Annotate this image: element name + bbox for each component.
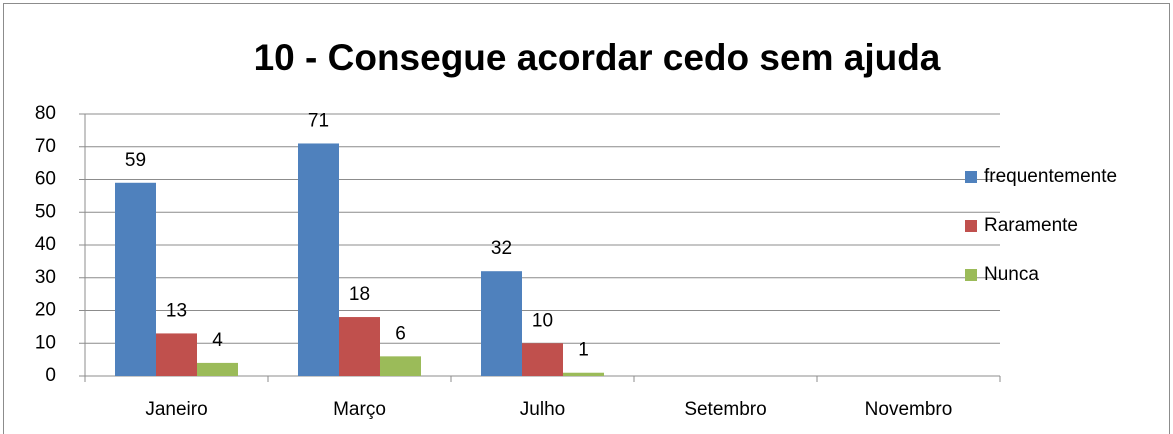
legend-label: Raramente bbox=[984, 215, 1078, 236]
data-label: 59 bbox=[125, 150, 146, 171]
y-tick-label: 20 bbox=[35, 300, 56, 321]
y-tick-label: 50 bbox=[35, 201, 56, 222]
y-tick-label: 0 bbox=[45, 365, 56, 386]
data-label: 4 bbox=[212, 330, 223, 351]
data-label: 32 bbox=[491, 238, 512, 259]
bar bbox=[339, 317, 380, 376]
legend-swatch bbox=[965, 171, 977, 183]
bar bbox=[115, 182, 156, 376]
bar bbox=[197, 362, 238, 376]
bar bbox=[298, 143, 339, 376]
y-tick-label: 60 bbox=[35, 169, 56, 190]
legend-label: Nunca bbox=[984, 264, 1039, 285]
x-tick-label: Março bbox=[333, 399, 386, 420]
data-label: 71 bbox=[308, 110, 329, 131]
data-label: 6 bbox=[395, 323, 406, 344]
bar bbox=[481, 271, 522, 376]
data-label: 1 bbox=[578, 340, 589, 361]
y-tick-label: 30 bbox=[35, 267, 56, 288]
chart-frame bbox=[3, 3, 1170, 434]
bar bbox=[380, 356, 421, 376]
legend-swatch bbox=[965, 269, 977, 281]
bar bbox=[522, 343, 563, 376]
y-tick-label: 80 bbox=[35, 103, 56, 124]
y-tick-label: 70 bbox=[35, 136, 56, 157]
bar bbox=[156, 333, 197, 376]
x-tick-label: Julho bbox=[520, 399, 565, 420]
data-label: 13 bbox=[166, 300, 187, 321]
x-tick-label: Novembro bbox=[865, 399, 953, 420]
legend-label: frequentemente bbox=[984, 166, 1117, 187]
x-tick-label: Janeiro bbox=[145, 399, 207, 420]
x-tick-label: Setembro bbox=[684, 399, 766, 420]
y-tick-label: 10 bbox=[35, 332, 56, 353]
data-label: 10 bbox=[532, 310, 553, 331]
chart-title: 10 - Consegue acordar cedo sem ajuda bbox=[254, 37, 941, 78]
y-tick-label: 40 bbox=[35, 234, 56, 255]
data-label: 18 bbox=[349, 284, 370, 305]
legend-swatch bbox=[965, 220, 977, 232]
bar bbox=[563, 372, 604, 376]
